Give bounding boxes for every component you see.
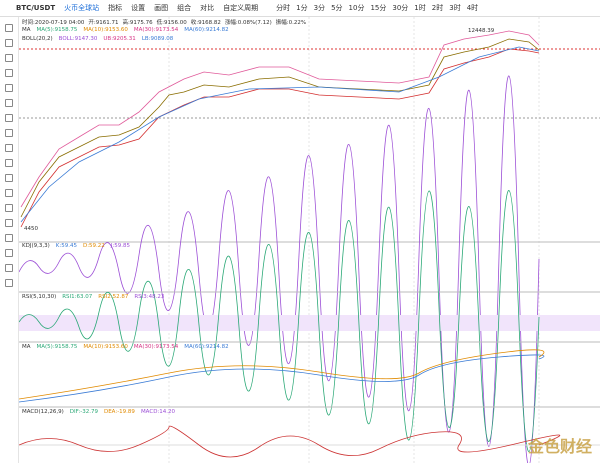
indicator-value: MA(60):9214.82 <box>184 27 229 33</box>
periods: 分时 1分 3分 5分 10分 15分 30分 1时 2时 3时 4时 <box>276 4 484 12</box>
kdj-legend: KDJ(9,3,3) K:59.45 D:59.22 J:59.85 <box>22 243 136 249</box>
low-label: 4450 <box>24 226 38 232</box>
ma-panel-curve <box>19 349 545 400</box>
indicator-value: MA(30):9173.54 <box>133 27 179 33</box>
indicator-value: MA(30):9173.54 <box>133 344 179 350</box>
indicator-name: BOLL(20,2) <box>22 36 53 42</box>
tool-icon[interactable] <box>5 54 13 62</box>
info-item: 涨幅:0.08%(7.12) <box>224 20 272 26</box>
tool-button[interactable]: 画图 <box>154 4 169 12</box>
info-item: 振幅:0.22% <box>275 20 307 26</box>
info-item: 低:9156.00 <box>156 20 187 26</box>
indicator-value: MA(5):9158.75 <box>36 344 78 350</box>
tool-icon[interactable] <box>5 279 13 287</box>
tool-icon[interactable] <box>5 114 13 122</box>
tool-icon[interactable] <box>5 204 13 212</box>
indicator-value: UB:9205.31 <box>103 36 136 42</box>
indicator-value: RSI2:52.87 <box>98 294 129 300</box>
indicator-name: MA <box>22 344 31 350</box>
period-button[interactable]: 30分 <box>392 4 409 12</box>
indicator-name: RSI(5,10,30) <box>22 294 57 300</box>
tool-icon[interactable] <box>5 129 13 137</box>
tool-icon[interactable] <box>5 189 13 197</box>
indicator-value: MACD:14.20 <box>140 409 176 415</box>
tool-icon[interactable] <box>5 159 13 167</box>
ma-panel-legend: MA MA(5):9158.75 MA(10):9153.60 MA(30):9173… <box>22 344 235 350</box>
info-item: 时间:2020-07-19 04:00 <box>22 20 85 26</box>
drawing-toolbar <box>0 17 19 463</box>
period-button[interactable]: 10分 <box>348 4 365 12</box>
toolbar: BTC/USDT 火币全球站 指标 设置 画图 组合 对比 自定义周期 分时 1分 3分 5分 10分 1… <box>0 0 600 17</box>
indicator-value: DIF:-32.79 <box>69 409 98 415</box>
tool-icon[interactable] <box>5 39 13 47</box>
period-button[interactable]: 3分 <box>313 4 326 12</box>
indicator-value: RSI3:48.23 <box>134 294 165 300</box>
period-button[interactable]: 5分 <box>331 4 343 12</box>
ma-legend: MA MA(5):9158.75 MA(10):9153.60 MA(30):9173… <box>22 27 235 33</box>
tool-icon[interactable] <box>5 174 13 182</box>
indicator-value: BOLL:9147.30 <box>58 36 98 42</box>
indicator-value: MA(5):9158.75 <box>36 27 78 33</box>
macd-legend: MACD(12,26,9) DIF:-32.79 DEA:-19.89 MACD:14… <box>22 409 181 415</box>
period-button[interactable]: 3时 <box>449 4 461 12</box>
tool-button[interactable]: 设置 <box>131 4 146 12</box>
info-item: 高:9175.76 <box>122 20 153 26</box>
tool-icon[interactable] <box>5 99 13 107</box>
indicator-value: D:59.22 <box>82 243 105 249</box>
indicator-value: K:59.45 <box>55 243 77 249</box>
indicator-value: DEA:-19.89 <box>103 409 135 415</box>
tool-button[interactable]: 指标 <box>108 4 123 12</box>
period-button[interactable]: 15分 <box>370 4 387 12</box>
tool-icon[interactable] <box>5 219 13 227</box>
period-button[interactable]: 1时 <box>414 4 426 12</box>
rsi-legend: RSI(5,10,30) RSI1:63.07 RSI2:52.87 RSI3:48.… <box>22 294 170 300</box>
macd-curve <box>19 425 561 458</box>
info-item: 收:9168.82 <box>190 20 221 26</box>
tool-button[interactable]: 组合 <box>177 4 192 12</box>
tool-button[interactable]: 自定义周期 <box>223 4 259 12</box>
tool-icon[interactable] <box>5 144 13 152</box>
indicator-value: RSI1:63.07 <box>62 294 93 300</box>
tool-icon[interactable] <box>5 84 13 92</box>
period-button[interactable]: 4时 <box>466 4 479 12</box>
period-button[interactable]: 分时 <box>276 4 291 12</box>
tool-icon[interactable] <box>5 249 13 257</box>
tool-button[interactable]: 对比 <box>200 4 215 12</box>
indicator-value: MA(60):9214.82 <box>184 344 229 350</box>
period-button[interactable]: 2时 <box>431 4 444 12</box>
tool-icon[interactable] <box>5 69 13 77</box>
exchange[interactable]: 火币全球站 <box>64 4 100 12</box>
ma-panel-curve <box>19 354 545 403</box>
indicator-name: MA <box>22 27 31 33</box>
indicator-name: MACD(12,26,9) <box>22 409 64 415</box>
rsi-curve <box>19 190 540 452</box>
tools: 指标 设置 画图 组合 对比 自定义周期 <box>108 4 267 12</box>
period-button[interactable]: 1分 <box>296 4 308 12</box>
rsi-band <box>19 315 600 331</box>
high-label: 12448.39 <box>468 28 495 34</box>
tool-icon[interactable] <box>5 264 13 272</box>
chart-area <box>19 17 600 463</box>
price-curves <box>20 30 540 228</box>
kdj-curve <box>19 75 540 463</box>
indicator-value: LB:9089.08 <box>141 36 174 42</box>
indicator-name: KDJ(9,3,3) <box>22 243 50 249</box>
indicator-value: MA(10):9153.60 <box>83 27 128 33</box>
tool-icon[interactable] <box>5 234 13 242</box>
boll-legend: BOLL(20,2) BOLL:9147.30 UB:9205.31 LB:9089.… <box>22 36 179 42</box>
pair[interactable]: BTC/USDT <box>16 4 56 12</box>
indicator-value: MA(10):9153.60 <box>83 344 128 350</box>
info-item: 开:9161.71 <box>88 20 119 26</box>
watermark: 金色财经 <box>527 437 592 456</box>
indicator-value: J:59.85 <box>110 243 131 249</box>
info-row: 时间:2020-07-19 04:00 开:9161.71 高:9175.76 低:9… <box>22 18 310 26</box>
tool-icon[interactable] <box>5 24 13 32</box>
